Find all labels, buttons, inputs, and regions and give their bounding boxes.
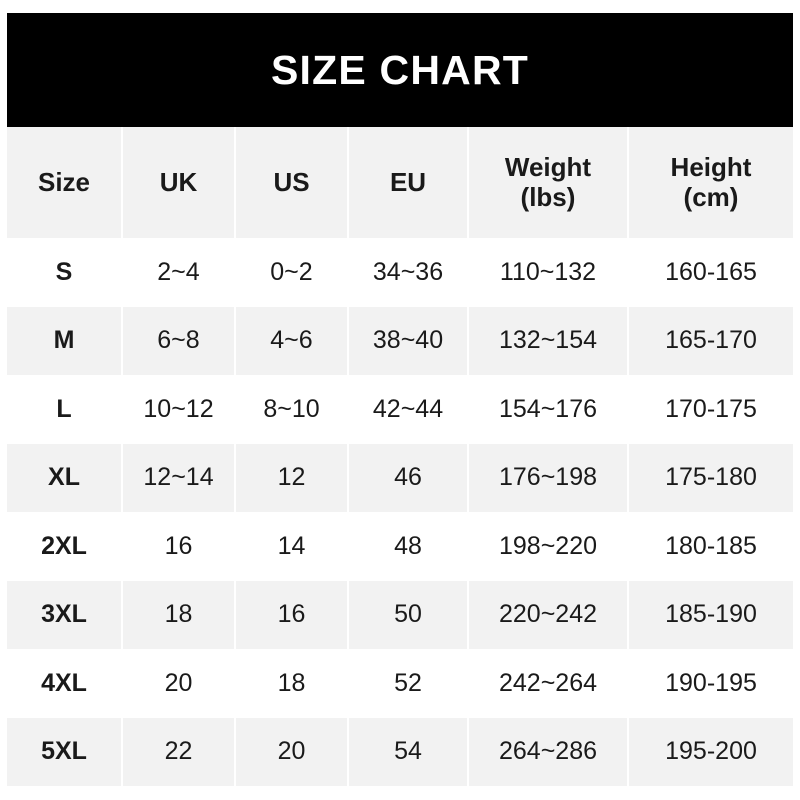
cell-weight: 176~198 [468,443,629,512]
cell-uk: 16 [122,512,236,581]
cell-height: 195-200 [665,737,757,766]
cell-uk: 22 [122,717,236,786]
cell-size: 4XL [7,649,123,718]
cell-height: 180-185 [665,531,757,560]
column-header-weight-label: Weight [504,152,592,183]
cell-us: 12 [235,443,349,512]
cell-height: 185-190 [665,600,757,629]
column-header-uk: UK [122,127,236,238]
cell-weight: 198~220 [468,512,629,581]
cell-eu: 50 [348,580,469,649]
table-header: Size UK US EU Weight (lbs) Height (cm) [7,127,793,238]
column-header-uk-label: UK [159,166,198,197]
cell-height: 175-180 [665,463,757,492]
table-row: M 6~8 4~6 38~40 132~154 165-170 [7,306,793,375]
cell-eu: 46 [348,443,469,512]
cell-uk: 20 [122,649,236,718]
table-header-row: Size UK US EU Weight (lbs) Height (cm) [7,127,793,238]
column-header-weight-unit: (lbs) [520,181,576,212]
column-header-height-label: Height [670,152,752,183]
table-body: S 2~4 0~2 34~36 110~132 160-165 M 6~8 4~6 38~40 13… [7,238,793,786]
cell-us: 16 [235,580,349,649]
cell-uk: 6~8 [122,306,236,375]
cell-uk: 18 [122,580,236,649]
column-header-size: Size [7,127,123,238]
cell-uk: 2~4 [122,238,236,307]
cell-size: L [7,375,123,444]
table-row: XL 12~14 12 46 176~198 175-180 [7,443,793,512]
cell-height: 165-170 [665,326,757,355]
cell-weight: 132~154 [468,306,629,375]
cell-size: S [7,238,123,307]
cell-size: M [7,306,123,375]
cell-weight: 264~286 [468,717,629,786]
table-row: 3XL 18 16 50 220~242 185-190 [7,580,793,649]
column-header-us: US [235,127,349,238]
cell-uk: 12~14 [122,443,236,512]
cell-weight: 242~264 [468,649,629,718]
table-row: 4XL 20 18 52 242~264 190-195 [7,649,793,718]
cell-eu: 42~44 [348,375,469,444]
cell-height: 190-195 [665,668,757,697]
title-banner: SIZE CHART [7,13,793,127]
table-row: 2XL 16 14 48 198~220 180-185 [7,512,793,581]
table-row: 5XL 22 20 54 264~286 195-200 [7,717,793,786]
column-header-eu: EU [348,127,469,238]
cell-us: 0~2 [235,238,349,307]
column-header-height: Height (cm) [628,127,793,238]
column-header-us-label: US [273,166,310,197]
table-row: L 10~12 8~10 42~44 154~176 170-175 [7,375,793,444]
column-header-size-label: Size [37,166,91,197]
cell-uk: 10~12 [122,375,236,444]
cell-eu: 34~36 [348,238,469,307]
cell-us: 18 [235,649,349,718]
cell-us: 8~10 [235,375,349,444]
cell-eu: 48 [348,512,469,581]
table-row: S 2~4 0~2 34~36 110~132 160-165 [7,238,793,307]
cell-us: 4~6 [235,306,349,375]
cell-eu: 54 [348,717,469,786]
size-chart-table: Size UK US EU Weight (lbs) Height (cm) [7,127,793,786]
cell-eu: 52 [348,649,469,718]
page-title: SIZE CHART [271,46,529,93]
cell-weight: 154~176 [468,375,629,444]
column-header-eu-label: EU [389,166,427,197]
cell-weight: 110~132 [468,238,629,307]
cell-eu: 38~40 [348,306,469,375]
cell-us: 20 [235,717,349,786]
cell-size: 3XL [7,580,123,649]
column-header-height-unit: (cm) [683,181,739,212]
cell-us: 14 [235,512,349,581]
cell-size: 2XL [7,512,123,581]
cell-height: 160-165 [665,257,757,286]
cell-height: 170-175 [665,394,757,423]
column-header-weight: Weight (lbs) [468,127,629,238]
cell-size: XL [7,443,123,512]
cell-weight: 220~242 [468,580,629,649]
cell-size: 5XL [7,717,123,786]
